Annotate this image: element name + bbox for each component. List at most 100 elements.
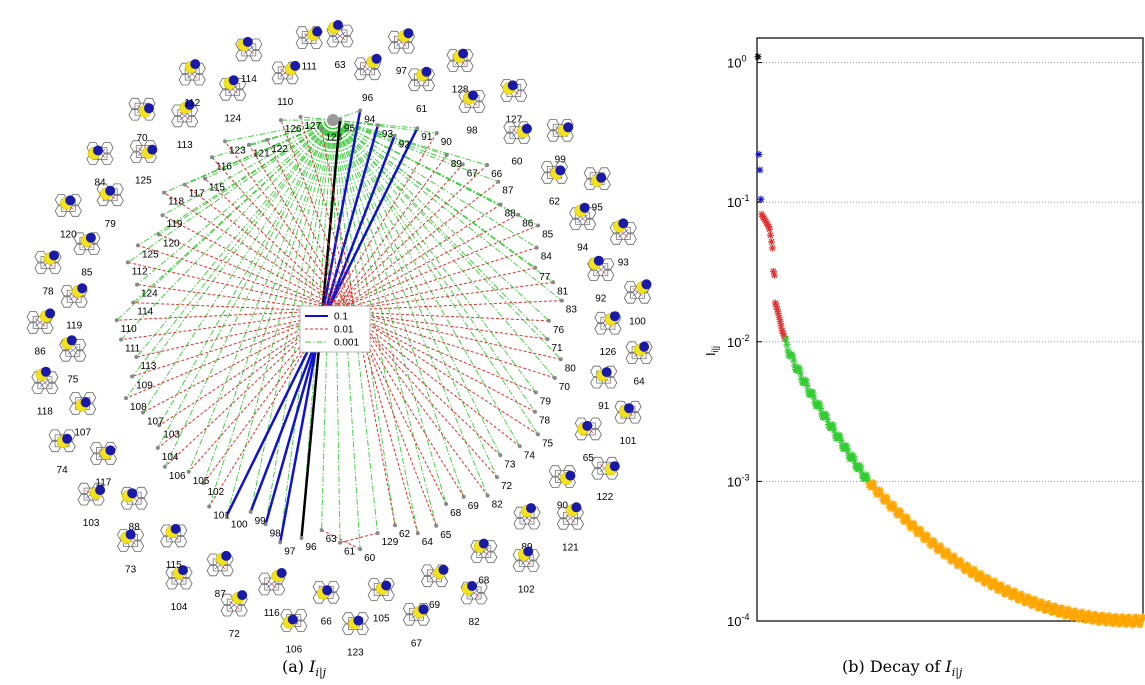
weak-edge [142, 119, 334, 413]
molecule-label: 116 [264, 608, 280, 619]
weak-edge [332, 119, 361, 550]
orbital-node [393, 523, 397, 528]
weak-edge [157, 119, 334, 449]
molecule: 88 [120, 486, 148, 533]
molecule: 66 [312, 580, 340, 627]
molecule-ring [89, 442, 103, 454]
y-axis-label-sub: i|j [710, 346, 720, 352]
marker-stroke [871, 484, 878, 491]
orbital-node [156, 232, 161, 237]
orbital-lobe-negative [95, 485, 106, 496]
molecule: 68 [470, 538, 498, 587]
data-point [850, 453, 857, 461]
molecule-label: 73 [125, 565, 137, 576]
marker-stroke [772, 299, 779, 306]
molecule-ring [503, 121, 517, 133]
orbital-lobe-negative [237, 590, 248, 601]
orbital-node [495, 475, 499, 480]
y-tick-label: 10-3 [727, 472, 749, 489]
molecule-bond [577, 214, 588, 223]
data-point [796, 369, 804, 377]
orbital-node [415, 531, 420, 536]
orbital-node [536, 223, 541, 228]
marker-stroke [768, 238, 775, 245]
molecule-core [332, 29, 348, 43]
orbital-node [434, 523, 439, 528]
marker-stroke [1133, 613, 1140, 620]
orbital-node [155, 445, 160, 450]
molecule: 123 [341, 612, 369, 659]
weak-edge [162, 119, 334, 216]
orbital-label: 117 [189, 189, 205, 200]
orbital-node [223, 139, 227, 144]
orbital-lobe-negative [521, 123, 532, 134]
orbital-lobe-negative [571, 502, 582, 513]
molecule-label: 94 [577, 243, 589, 254]
molecule-label: 113 [177, 140, 193, 151]
marker-stroke [864, 473, 870, 480]
orbital-label: 77 [539, 272, 551, 283]
pair-edge-medium [339, 532, 378, 544]
molecule-ring [77, 482, 91, 495]
y-tick-label: 10-2 [727, 333, 749, 350]
orbital-lobe-negative [371, 53, 382, 64]
molecule-ring [220, 593, 234, 605]
data-point [796, 365, 803, 373]
marker-stroke [838, 442, 845, 449]
molecule-bond [478, 547, 489, 556]
weak-edge [208, 119, 334, 507]
orbital-lobe-negative [85, 232, 96, 243]
molecule: 117 [89, 442, 117, 488]
molecule: 96 [354, 53, 382, 104]
orbital-lobe-negative [49, 250, 59, 261]
marker-stroke [756, 167, 763, 173]
orbital-node [534, 245, 539, 250]
molecule-label: 60 [511, 157, 523, 168]
weak-edge [188, 119, 334, 472]
orbital-lobe-negative [147, 144, 158, 155]
y-tick-label: 10-1 [727, 193, 749, 210]
molecule-label: 104 [171, 602, 188, 613]
pair-edge-medium [137, 244, 555, 379]
orbital-node [498, 453, 503, 458]
orbital-lobe-negative [579, 202, 590, 213]
marker-stroke [837, 433, 843, 440]
orbital-node [552, 376, 557, 380]
molecule-ring [171, 116, 185, 128]
molecule-ring [556, 518, 570, 530]
molecule: 97 [387, 28, 415, 77]
marker-stroke [838, 437, 844, 444]
orbital-label: 91 [421, 132, 433, 143]
orbital-node [263, 522, 268, 527]
orbital-lobe-negative [593, 255, 604, 266]
marker-stroke [892, 506, 898, 512]
orbital-node [375, 123, 380, 128]
orbital-node [298, 114, 303, 119]
molecule-label: 75 [67, 374, 79, 385]
orbital-node [182, 182, 187, 187]
weak-edge [332, 119, 498, 478]
orbital-lobe-negative [105, 445, 116, 456]
marker-stroke [796, 365, 803, 372]
molecule-ring [271, 73, 285, 85]
orbital-label: 90 [441, 137, 453, 148]
molecule-ring [503, 132, 517, 144]
orbital-label: 129 [382, 537, 399, 548]
marker-stroke [780, 330, 787, 337]
orbital-node [375, 531, 380, 536]
orbital-label: 107 [147, 417, 164, 428]
molecule: 70 [128, 97, 156, 144]
weak-edge [332, 119, 536, 269]
molecule-ring [354, 68, 367, 81]
orbital-lobe-negative [190, 59, 201, 70]
molecule-label: 67 [411, 638, 423, 649]
data-point [777, 322, 785, 330]
y-tick-exponent: -2 [741, 333, 749, 343]
molecule-ring [623, 280, 637, 293]
molecule-label: 123 [347, 648, 364, 659]
molecule-bond [618, 229, 629, 238]
molecule: 120 [54, 194, 82, 240]
orbital-label: 69 [468, 501, 480, 512]
molecule: 64 [625, 341, 653, 388]
